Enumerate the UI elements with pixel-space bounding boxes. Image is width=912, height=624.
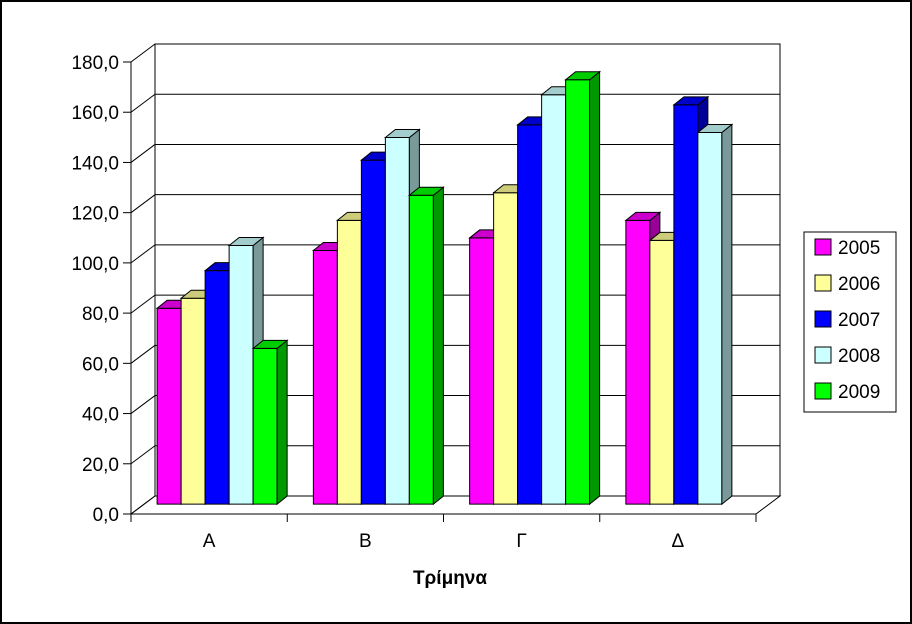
legend-item-2007: 2007 (814, 310, 880, 331)
x-tick-label: Γ (516, 531, 526, 552)
bar-2009-Γ (564, 70, 602, 506)
bar-front (180, 297, 206, 505)
bar-front (697, 131, 723, 505)
bar-front (336, 219, 362, 505)
bar-top (672, 96, 710, 106)
bar-side (432, 186, 444, 506)
legend-label: 2008 (838, 346, 880, 367)
legend-swatch (814, 346, 832, 364)
bar-top (407, 186, 445, 196)
bar-front (408, 194, 434, 505)
x-tick-label: Α (203, 531, 216, 552)
bar-front (565, 79, 591, 505)
bar-front (517, 124, 543, 505)
legend-label: 2006 (838, 274, 880, 295)
y-tick-label: 100,0 (71, 254, 119, 275)
bar-front (156, 307, 182, 505)
gridline-side (130, 244, 156, 264)
y-tick-label: 120,0 (71, 204, 119, 225)
bar-front (625, 219, 651, 505)
legend-item-2005: 2005 (814, 238, 880, 259)
bar-front (228, 244, 254, 505)
bar-top (251, 339, 289, 349)
legend-swatch (814, 274, 832, 292)
gridline-side (130, 495, 156, 515)
legend-swatch (814, 382, 832, 400)
gridline-side (130, 344, 156, 364)
legend-label: 2005 (838, 238, 880, 259)
gridline-side (130, 144, 156, 163)
axis-layer (123, 44, 757, 522)
bar-front (469, 237, 495, 505)
bar-2009-Α (251, 339, 289, 506)
bar-front (384, 136, 410, 505)
bar-side (276, 339, 288, 506)
bar-front (204, 270, 230, 505)
bar-top (564, 71, 602, 81)
y-tick-label: 40,0 (82, 405, 119, 426)
x-tick-label: Β (359, 531, 372, 552)
bar-2008-Δ (696, 123, 734, 506)
x-tick-label: Δ (672, 531, 685, 552)
y-tick-label: 80,0 (82, 304, 119, 325)
labels-layer: 0,0 20,0 40,0 60,0 80,0 100,0 120,0 140,0 160,0 1… (71, 53, 684, 552)
bar-front (312, 249, 338, 505)
bar-front (541, 94, 567, 505)
bar-top (624, 211, 662, 221)
legend: 2005 2006 2007 2008 2009 (803, 231, 897, 413)
y-tick-label: 20,0 (82, 455, 119, 476)
bar-front (673, 104, 699, 505)
legend-label: 2007 (838, 310, 880, 331)
gridline-side (130, 93, 156, 113)
bar-top (227, 236, 265, 246)
gridline-side (130, 395, 156, 414)
y-tick-label: 160,0 (71, 103, 119, 124)
gridline-side (130, 445, 156, 465)
legend-swatch (814, 238, 832, 256)
bar-side (589, 70, 601, 506)
bar-side (721, 123, 733, 506)
legend-item-2009: 2009 (814, 382, 880, 403)
bar-2009-Β (407, 186, 445, 506)
legend-swatch (814, 310, 832, 328)
y-tick-label: 180,0 (71, 53, 119, 74)
bar-front (493, 192, 519, 505)
y-tick-label: 0,0 (93, 505, 119, 526)
legend-item-2008: 2008 (814, 346, 880, 367)
bar-top (696, 123, 734, 133)
y-tick-label: 140,0 (71, 153, 119, 174)
gridline-side (130, 194, 156, 214)
legend-label: 2009 (838, 382, 880, 403)
bar-front (649, 239, 675, 505)
bar-front (360, 159, 386, 505)
bar-front (252, 347, 278, 505)
gridline-side (130, 43, 156, 63)
y-tick-label: 60,0 (82, 354, 119, 375)
legend-item-2006: 2006 (814, 274, 880, 295)
bars-layer (155, 70, 734, 506)
gridline-side (130, 294, 156, 314)
x-axis-title: Τρίμηνα (413, 568, 487, 589)
bar-top (383, 128, 421, 138)
